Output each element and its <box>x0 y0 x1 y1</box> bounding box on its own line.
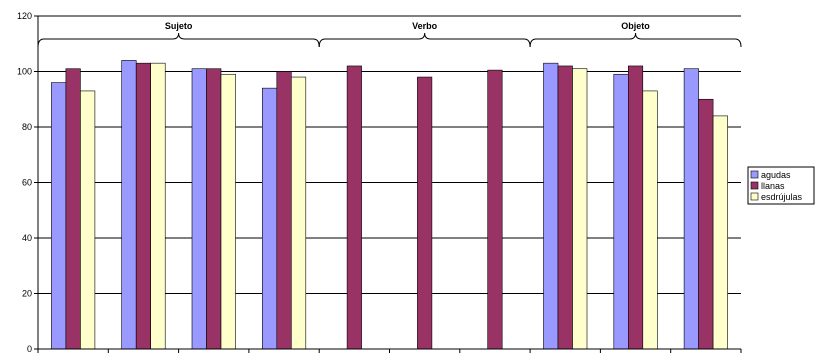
y-tick-label: 0 <box>27 344 32 354</box>
y-tick-label: 120 <box>17 11 32 21</box>
bar-llanas <box>65 68 81 350</box>
axes <box>37 16 741 350</box>
bar-agudas <box>261 87 278 350</box>
bar-esdrújulas <box>712 115 728 350</box>
bars <box>51 60 728 350</box>
bar-llanas <box>346 65 362 350</box>
y-tick-labels: 0 20 40 60 80 100 120 <box>17 11 32 354</box>
legend-label: llanas <box>761 181 785 191</box>
group-label: Sujeto <box>165 21 193 31</box>
group-brace <box>37 32 320 48</box>
bar-llanas <box>557 65 573 350</box>
y-tick-label: 100 <box>17 67 32 77</box>
legend-label: esdrújulas <box>761 192 803 202</box>
bar-agudas <box>51 82 67 350</box>
y-tick-label: 40 <box>22 233 32 243</box>
bar-llanas <box>417 76 433 350</box>
bar-esdrújulas <box>150 62 166 350</box>
y-tick-label: 60 <box>22 178 32 188</box>
bar-agudas <box>613 73 629 350</box>
bar-llanas <box>698 98 714 350</box>
bar-agudas <box>191 68 207 350</box>
bar-agudas <box>543 62 559 350</box>
group-brace <box>318 32 531 48</box>
bar-llanas <box>135 62 151 350</box>
bar-esdrújulas <box>290 76 307 350</box>
bar-llanas <box>206 68 222 350</box>
bar-llanas <box>487 69 503 350</box>
legend-swatch <box>750 192 759 201</box>
y-tick-label: 20 <box>22 289 32 299</box>
bar-esdrújulas <box>220 73 236 350</box>
bar-esdrújulas <box>572 68 588 350</box>
bar-agudas <box>683 68 699 350</box>
y-tick-label: 80 <box>22 122 32 132</box>
bar-llanas <box>627 65 644 350</box>
group-braces: Sujeto Verbo Objeto <box>37 21 742 48</box>
group-label: Objeto <box>621 21 650 31</box>
legend-label: agudas <box>761 170 791 180</box>
legend-swatch <box>750 170 759 179</box>
bar-esdrújulas <box>642 90 658 350</box>
group-brace <box>529 32 742 48</box>
bar-llanas <box>276 71 292 350</box>
group-label: Verbo <box>412 21 438 31</box>
legend-box <box>747 166 815 205</box>
bar-agudas <box>121 60 137 350</box>
legend-swatch <box>750 181 759 190</box>
bar-esdrújulas <box>80 90 96 350</box>
